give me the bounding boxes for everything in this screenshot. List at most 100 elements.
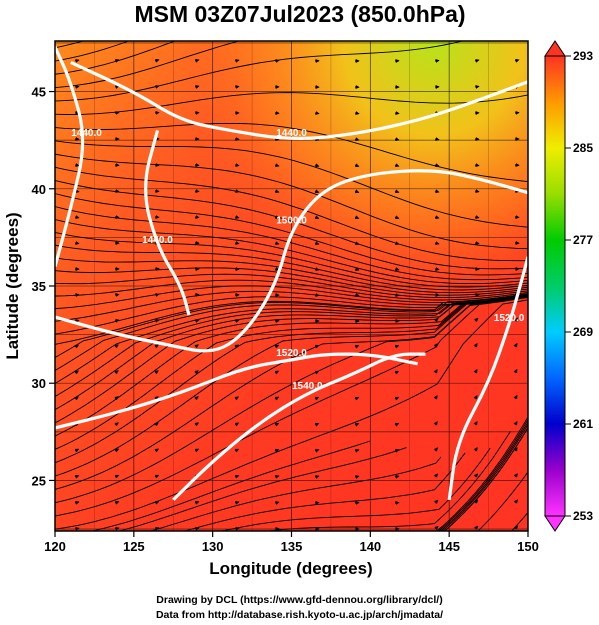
streamline (55, 122, 528, 183)
flow-arrow (394, 241, 400, 246)
streamline (55, 140, 528, 228)
flow-arrow (394, 267, 400, 272)
flow-arrow (274, 370, 280, 375)
flow-arrow (354, 215, 360, 220)
flow-arrow (473, 395, 478, 400)
flow-arrow (394, 111, 400, 116)
flow-arrow (434, 58, 440, 63)
flow-arrow (74, 500, 80, 505)
flow-arrow (354, 163, 360, 168)
contour-label: 1440.0 (276, 128, 307, 139)
streamline (55, 295, 528, 517)
flow-arrow (354, 474, 360, 479)
flow-arrow (354, 189, 360, 194)
flow-arrow (354, 293, 360, 298)
flow-arrow (114, 344, 119, 349)
flow-arrow (394, 474, 400, 479)
flow-arrow (274, 448, 280, 453)
flow-arrow (394, 396, 400, 401)
flow-arrow (354, 422, 360, 427)
streamline (90, 440, 371, 531)
y-tick-label: 25 (32, 473, 46, 488)
x-tick-label: 135 (281, 539, 303, 554)
flow-arrow (434, 137, 440, 142)
flow-arrow (474, 215, 480, 220)
streamline (432, 415, 528, 531)
colorbar-ticks: 253 261 269 277 285 293 (565, 49, 593, 523)
flow-arrow (473, 473, 478, 478)
streamline (444, 426, 528, 531)
flow-arrow (474, 163, 480, 168)
flow-arrow (433, 395, 438, 400)
flow-arrow (194, 500, 200, 505)
streamline (55, 295, 528, 398)
flow-arrow (433, 473, 439, 478)
flow-arrow (314, 111, 320, 116)
flow-arrow (74, 318, 80, 323)
flow-arrow (314, 344, 320, 349)
flow-arrow (433, 369, 438, 374)
flow-arrow (394, 370, 400, 375)
colorbar-tick-label: 293 (573, 49, 593, 63)
y-tick-label: 30 (32, 376, 46, 391)
flow-arrow (194, 448, 200, 453)
streamline (55, 296, 528, 504)
contour-line (55, 46, 85, 268)
flow-arrow (434, 499, 439, 504)
flow-arrow (473, 499, 479, 504)
flow-arrow (314, 163, 320, 168)
flow-arrow (154, 370, 159, 375)
streamline (511, 511, 528, 531)
flow-arrow (234, 396, 239, 401)
flow-arrow (354, 111, 360, 116)
streamline (55, 231, 528, 288)
flow-arrow (473, 369, 478, 374)
colorbar-tick-label: 269 (573, 325, 593, 339)
flow-arrow (114, 474, 120, 479)
streamline (55, 179, 528, 270)
flow-arrow (234, 474, 240, 479)
flow-arrow (433, 421, 438, 426)
chart-title: MSM 03Z07Jul2023 (850.0hPa) (134, 1, 465, 27)
flow-arrow (154, 474, 160, 479)
flow-arrow (114, 370, 119, 375)
flow-arrow (154, 292, 160, 297)
flow-arrow (274, 137, 280, 142)
flow-arrow (473, 447, 478, 452)
flow-arrow (394, 344, 400, 349)
flow-arrow (114, 422, 119, 427)
grid (55, 41, 528, 531)
colorbar-tick-label: 277 (573, 233, 593, 247)
contour-label: 1440.0 (142, 235, 173, 246)
streamline (220, 447, 491, 531)
flow-arrow (314, 448, 320, 453)
streamline (437, 418, 528, 531)
flow-arrow (194, 318, 200, 323)
flow-arrow (154, 344, 159, 349)
flow-arrow (74, 448, 80, 453)
flow-arrow (513, 473, 518, 478)
streamline (183, 452, 466, 531)
streamline (477, 471, 528, 531)
streamline (55, 153, 528, 250)
flow-arrow (513, 499, 518, 504)
flow-arrow (274, 396, 280, 401)
x-tick-label: 125 (123, 539, 145, 554)
flow-arrow (473, 421, 478, 426)
flow-arrow (114, 500, 120, 505)
flow-arrow (513, 525, 519, 530)
colorbar-top-triangle (544, 40, 566, 57)
flow-arrow (234, 163, 240, 168)
flow-arrow (194, 292, 200, 297)
flow-arrow (154, 448, 160, 453)
flow-arrow (74, 474, 80, 479)
flow-arrow (114, 396, 119, 401)
streamline (55, 41, 130, 62)
flow-arrow (314, 396, 320, 401)
flow-arrow (274, 189, 280, 194)
flow-arrow (474, 58, 480, 63)
flow-arrow (354, 396, 360, 401)
flow-arrow (274, 344, 280, 349)
contour-label: 1500.0 (276, 216, 307, 227)
